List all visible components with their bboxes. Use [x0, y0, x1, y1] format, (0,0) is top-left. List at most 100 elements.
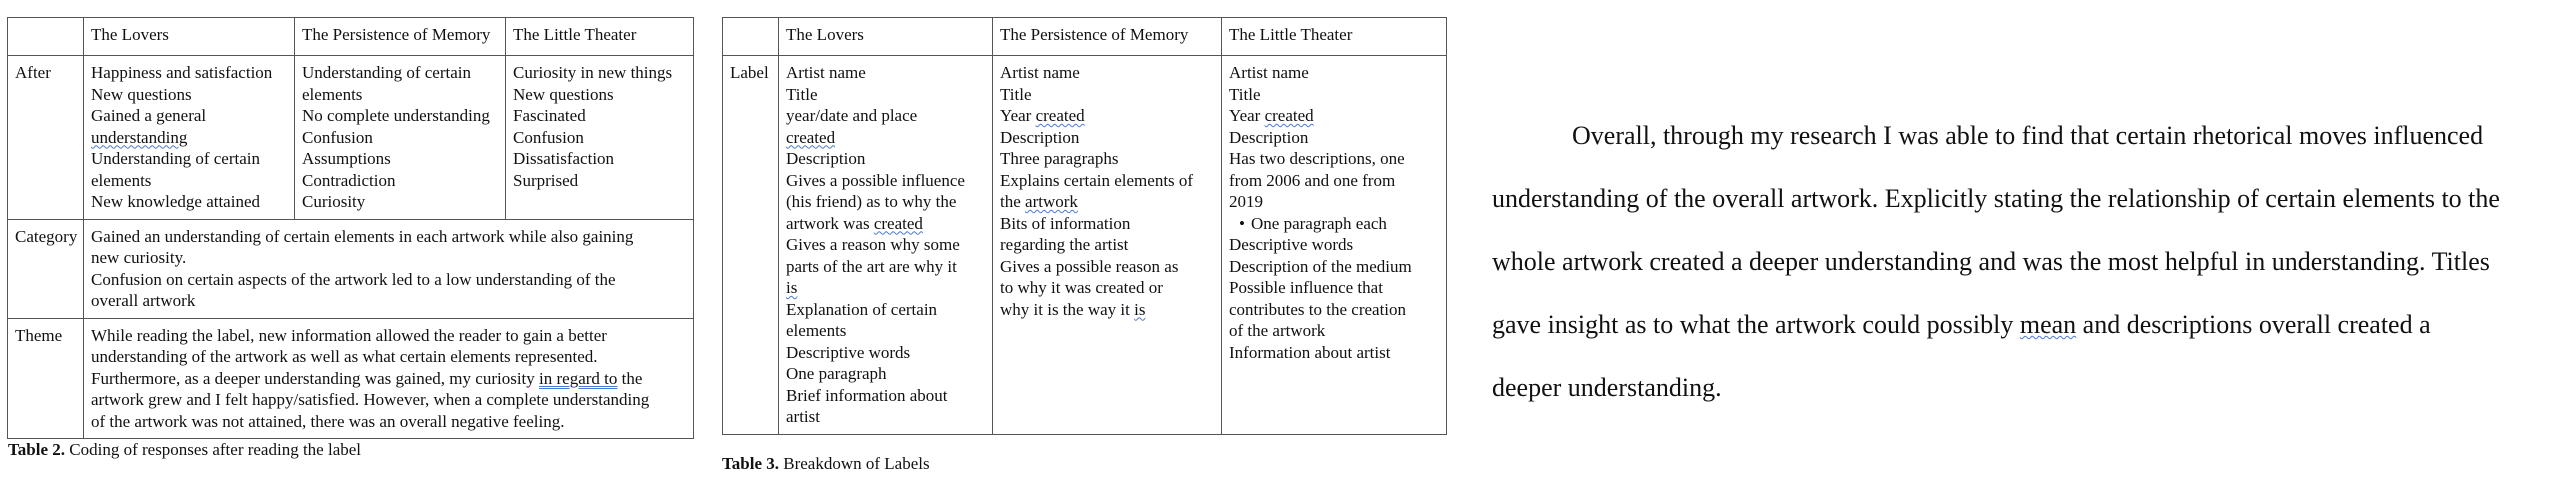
cell-line: Understanding of certain	[302, 63, 471, 82]
text-segment: gave insight as to what the artwork coul…	[1492, 310, 2020, 339]
table-3-header-cell-empty	[722, 17, 779, 56]
table-3-row-label: Label Artist name Title year/date and pl…	[722, 55, 1447, 435]
cell-line: Information about artist	[1229, 342, 1391, 362]
cell-line: Title	[786, 84, 818, 104]
proofing-flagged-word[interactable]: understanding	[91, 127, 188, 147]
cell-line: contributes to the creation	[1229, 299, 1407, 319]
table-2-cell-theme: While reading the label, new information…	[83, 317, 694, 439]
table-2-header-theater: The Little Theater	[505, 17, 694, 56]
table-2-caption-text: Coding of responses after reading the la…	[65, 440, 362, 459]
cell-line: understanding of the artwork as well as …	[91, 347, 598, 366]
table-2-row-label-after: After	[7, 55, 84, 220]
cell-line: Confusion	[513, 127, 584, 147]
cell-line: Description	[786, 149, 866, 168]
bullet-list-item: One paragraph each	[1229, 213, 1439, 235]
cell-line: New questions	[513, 84, 614, 104]
table-2-header-lovers: The Lovers	[83, 17, 295, 56]
cell-line: new curiosity.	[91, 248, 187, 267]
proofing-flagged-word[interactable]: mean	[2019, 310, 2077, 339]
cell-line: Contradiction	[302, 170, 396, 190]
table-3-cell-memory: Artist name Title Year created Descripti…	[992, 55, 1222, 435]
cell-line: Artist name	[786, 63, 866, 82]
text-segment: Year	[1229, 106, 1265, 125]
cell-line: elements	[91, 170, 152, 190]
cell-line: Description	[1229, 127, 1309, 147]
cell-line: Explains certain elements of	[1000, 170, 1194, 190]
cell-line: Description	[1000, 127, 1080, 147]
cell-line: Fascinated	[513, 106, 586, 125]
table-3-header-memory: The Persistence of Memory	[992, 17, 1222, 56]
cell-line: Furthermore, as a deeper understanding w…	[91, 368, 686, 390]
cell-line: of the artwork	[1229, 321, 1326, 340]
cell-line: Year created	[1000, 105, 1214, 127]
cell-line: Confusion	[302, 127, 373, 147]
text-segment: artwork was	[786, 213, 874, 233]
table-3-caption-number: Table 3.	[722, 454, 780, 473]
table-3-header-row: The Lovers The Persistence of Memory The…	[722, 17, 1447, 56]
cell-line: parts of the art are why it	[786, 256, 957, 276]
cell-line: artwork grew and I felt happy/satisfied.…	[91, 390, 650, 409]
cell-line: Artist name	[1000, 63, 1080, 82]
table-3-caption-text: Breakdown of Labels	[779, 454, 930, 473]
table-3-cell-lovers: Artist name Title year/date and place cr…	[778, 55, 993, 435]
cell-line: Has two descriptions, one	[1229, 149, 1405, 168]
text-segment: and descriptions overall created a	[2076, 310, 2431, 339]
table-2: The Lovers The Persistence of Memory The…	[7, 17, 694, 439]
proofing-flagged-word[interactable]: created	[1035, 106, 1085, 125]
cell-line: of the artwork was not attained, there w…	[91, 411, 565, 431]
cell-line: Descriptive words	[786, 342, 911, 362]
cell-line: Title	[1000, 84, 1032, 104]
table-2-caption-number: Table 2.	[8, 440, 66, 459]
table-3-header-theater: The Little Theater	[1221, 17, 1447, 56]
cell-line: While reading the label, new information…	[91, 325, 607, 345]
cell-line: Gives a possible reason as	[1000, 256, 1179, 276]
cell-line: Gives a reason why some	[786, 235, 960, 254]
table-3-row-label: Label	[722, 55, 779, 435]
cell-line: Year created	[1229, 105, 1439, 127]
table-3-caption: Table 3. Breakdown of Labels	[722, 454, 930, 474]
cell-line: the artwork	[1000, 191, 1214, 213]
table-2-row-theme: Theme While reading the label, new infor…	[7, 317, 694, 439]
body-paragraph: Overall, through my research I was able …	[1492, 104, 2542, 419]
proofing-flagged-word[interactable]: created	[1264, 106, 1314, 125]
cell-line: Three paragraphs	[1000, 149, 1119, 168]
text-segment: Furthermore, as a deeper understanding w…	[91, 368, 540, 388]
cell-line: Gained a general	[91, 106, 207, 125]
table-2-row-after: After Happiness and satisfaction New que…	[7, 55, 694, 220]
cell-line: Gained an understanding of certain eleme…	[91, 226, 634, 246]
cell-line: Confusion on certain aspects of the artw…	[91, 269, 616, 289]
cell-line: year/date and place	[786, 106, 918, 125]
table-2-header-row: The Lovers The Persistence of Memory The…	[7, 17, 694, 56]
cell-line: elements	[786, 321, 847, 340]
table-3: The Lovers The Persistence of Memory The…	[722, 17, 1447, 435]
cell-line: Assumptions	[302, 149, 391, 168]
cell-line: Happiness and satisfaction	[91, 63, 273, 82]
cell-line: Curiosity in new things	[513, 63, 673, 82]
proofing-flagged-word[interactable]: created	[786, 127, 836, 147]
cell-line: why it is the way it is	[1000, 299, 1214, 321]
proofing-flagged-word[interactable]: is	[786, 278, 798, 297]
cell-line: (his friend) as to why the	[786, 192, 957, 211]
cell-line: Brief information about	[786, 385, 948, 405]
proofing-flagged-phrase[interactable]: in regard to	[539, 368, 618, 388]
cell-line: No complete understanding	[302, 106, 490, 125]
cell-line: Artist name	[1229, 63, 1309, 82]
table-2-row-category: Category Gained an understanding of cert…	[7, 218, 694, 319]
cell-line: Curiosity	[302, 192, 366, 211]
cell-line: Bits of information	[1000, 213, 1131, 233]
proofing-flagged-word[interactable]: artwork	[1025, 192, 1078, 211]
table-2-cell-after-lovers: Happiness and satisfaction New questions…	[83, 55, 295, 220]
cell-line: One paragraph	[786, 364, 887, 383]
table-3-cell-theater: Artist name Title Year created Descripti…	[1221, 55, 1447, 435]
cell-line: overall artwork	[91, 291, 196, 310]
paragraph-line: gave insight as to what the artwork coul…	[1492, 293, 2542, 356]
table-2-cell-after-theater: Curiosity in new things New questions Fa…	[505, 55, 694, 220]
text-segment: the	[617, 368, 643, 388]
cell-line: regarding the artist	[1000, 235, 1129, 254]
cell-line: to why it was created or	[1000, 278, 1163, 297]
table-2-cell-after-memory: Understanding of certain elements No com…	[294, 55, 506, 220]
cell-line: Title	[1229, 84, 1261, 104]
proofing-flagged-word[interactable]: created	[873, 213, 923, 233]
proofing-flagged-word[interactable]: is	[1134, 299, 1146, 319]
table-2-header-memory: The Persistence of Memory	[294, 17, 506, 56]
